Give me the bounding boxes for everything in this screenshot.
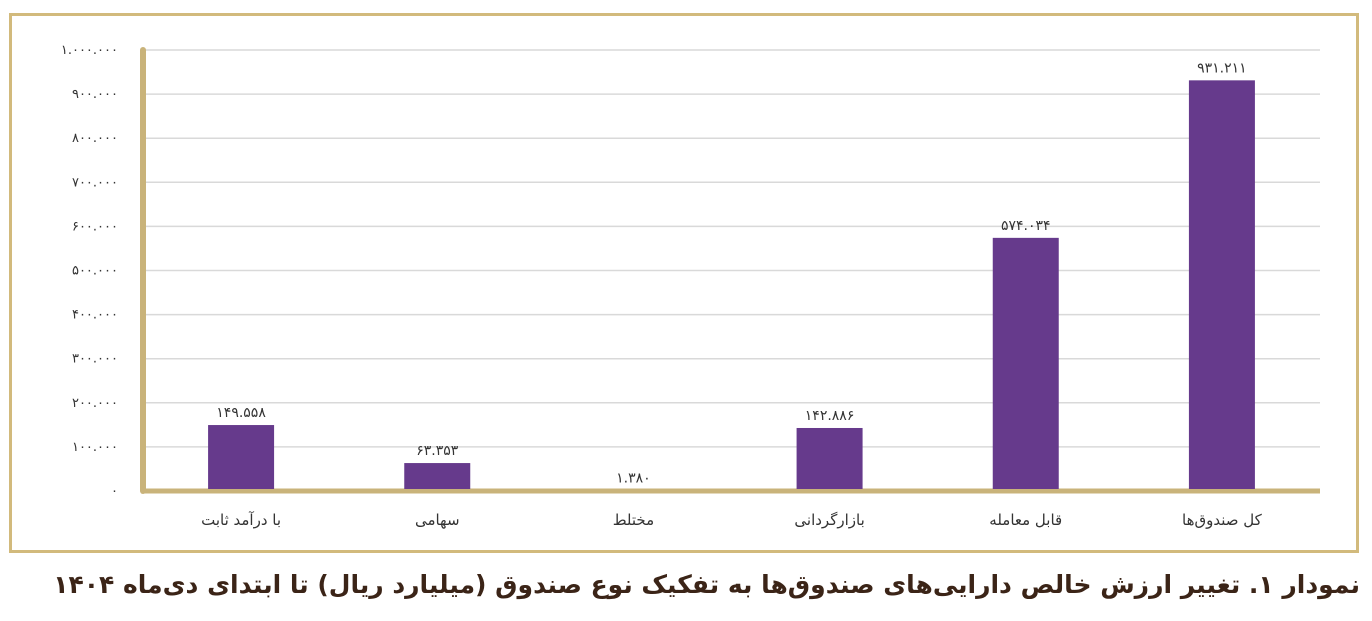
y-tick-label: ۵۰۰.۰۰۰ [72, 264, 118, 279]
labels: ۰ ۱۰۰.۰۰۰ ۲۰۰.۰۰۰ ۳۰۰.۰۰۰ ۴۰۰.۰۰۰ ۵۰۰.۰۰۰ ۶۰۰.… [61, 43, 1263, 529]
bar-chart: ۰ ۱۰۰.۰۰۰ ۲۰۰.۰۰۰ ۳۰۰.۰۰۰ ۴۰۰.۰۰۰ ۵۰۰.۰۰۰ ۶۰۰.… [61, 43, 1320, 529]
y-tick-label: ۰ [111, 484, 118, 499]
chart-caption: نمودار ۱. تغییر ارزش خالص دارایی‌های صند… [53, 570, 1360, 599]
data-label: ۵۷۴.۰۳۴ [1001, 218, 1051, 234]
data-label: ۹۳۱.۲۱۱ [1197, 60, 1247, 76]
bar [796, 427, 863, 489]
data-label: ۱۴۹.۵۵۸ [216, 405, 266, 421]
axes [140, 47, 1320, 494]
gridlines [143, 49, 1320, 448]
y-tick-label: ۱۰۰.۰۰۰ [72, 440, 118, 455]
y-tick-label: ۸۰۰.۰۰۰ [72, 131, 118, 146]
y-tick-label: ۴۰۰.۰۰۰ [72, 308, 118, 323]
bar [1188, 80, 1255, 490]
data-label: ۶۳.۳۵۳ [416, 443, 459, 459]
category-label: کل صندوق‌ها [1182, 511, 1263, 529]
y-tick-label: ۹۰۰.۰۰۰ [72, 87, 118, 102]
y-tick-label: ۱.۰۰۰.۰۰۰ [61, 43, 118, 58]
category-label: سهامی [415, 511, 460, 529]
y-tick-label: ۲۰۰.۰۰۰ [72, 396, 118, 411]
y-tick-label: ۶۰۰.۰۰۰ [72, 219, 118, 234]
category-label: با درآمد ثابت [201, 511, 281, 529]
category-label: بازارگردانی [794, 511, 864, 529]
bars [208, 80, 1255, 490]
bar [208, 425, 275, 489]
bar [992, 237, 1059, 489]
category-label: قابل معامله [989, 511, 1062, 529]
y-tick-label: ۳۰۰.۰۰۰ [72, 352, 118, 367]
y-tick-label: ۷۰۰.۰۰۰ [72, 175, 118, 190]
data-label: ۱۴۲.۸۸۶ [805, 408, 855, 424]
bar [404, 463, 471, 489]
category-label: مختلط [613, 511, 654, 529]
data-label: ۱.۳۸۰ [616, 470, 651, 486]
